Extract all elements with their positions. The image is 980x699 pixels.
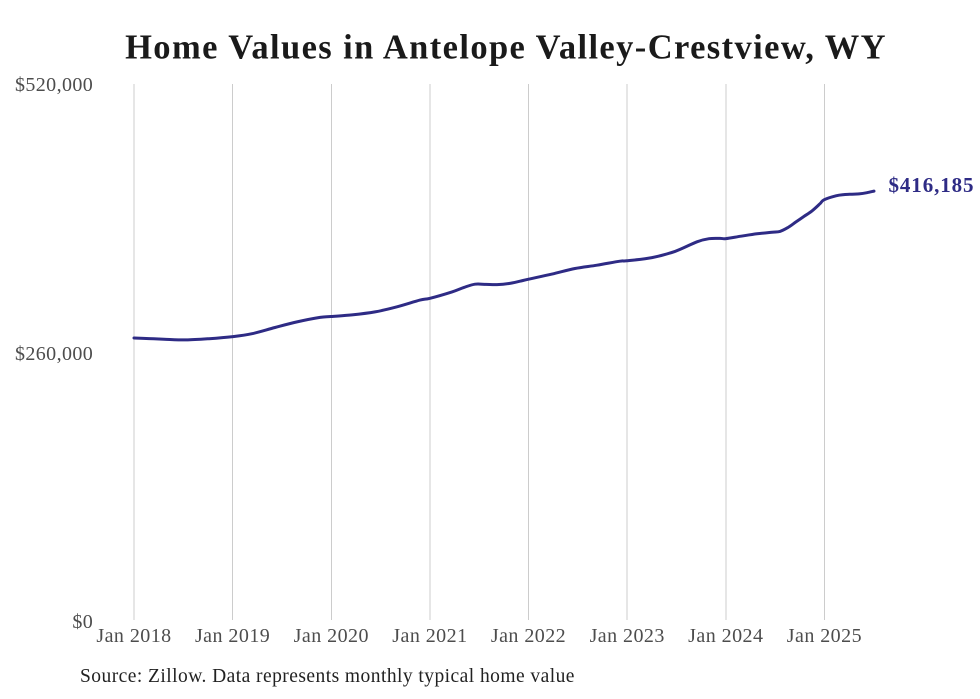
svg-text:Jan 2024: Jan 2024 bbox=[688, 625, 763, 647]
svg-text:Source: Zillow. Data represent: Source: Zillow. Data represents monthly … bbox=[80, 666, 575, 687]
svg-text:Home Values in Antelope Valley: Home Values in Antelope Valley-Crestview… bbox=[125, 29, 887, 67]
svg-text:$520,000: $520,000 bbox=[15, 74, 93, 96]
svg-text:$0: $0 bbox=[72, 611, 93, 633]
svg-text:$416,185: $416,185 bbox=[889, 173, 975, 197]
svg-text:Jan 2019: Jan 2019 bbox=[195, 625, 270, 647]
svg-text:Jan 2022: Jan 2022 bbox=[491, 625, 566, 647]
svg-text:Jan 2023: Jan 2023 bbox=[590, 625, 665, 647]
svg-text:Jan 2018: Jan 2018 bbox=[96, 625, 171, 647]
svg-text:$260,000: $260,000 bbox=[15, 343, 93, 365]
svg-text:Jan 2025: Jan 2025 bbox=[787, 625, 862, 647]
svg-text:Jan 2021: Jan 2021 bbox=[392, 625, 467, 647]
svg-text:Jan 2020: Jan 2020 bbox=[294, 625, 369, 647]
